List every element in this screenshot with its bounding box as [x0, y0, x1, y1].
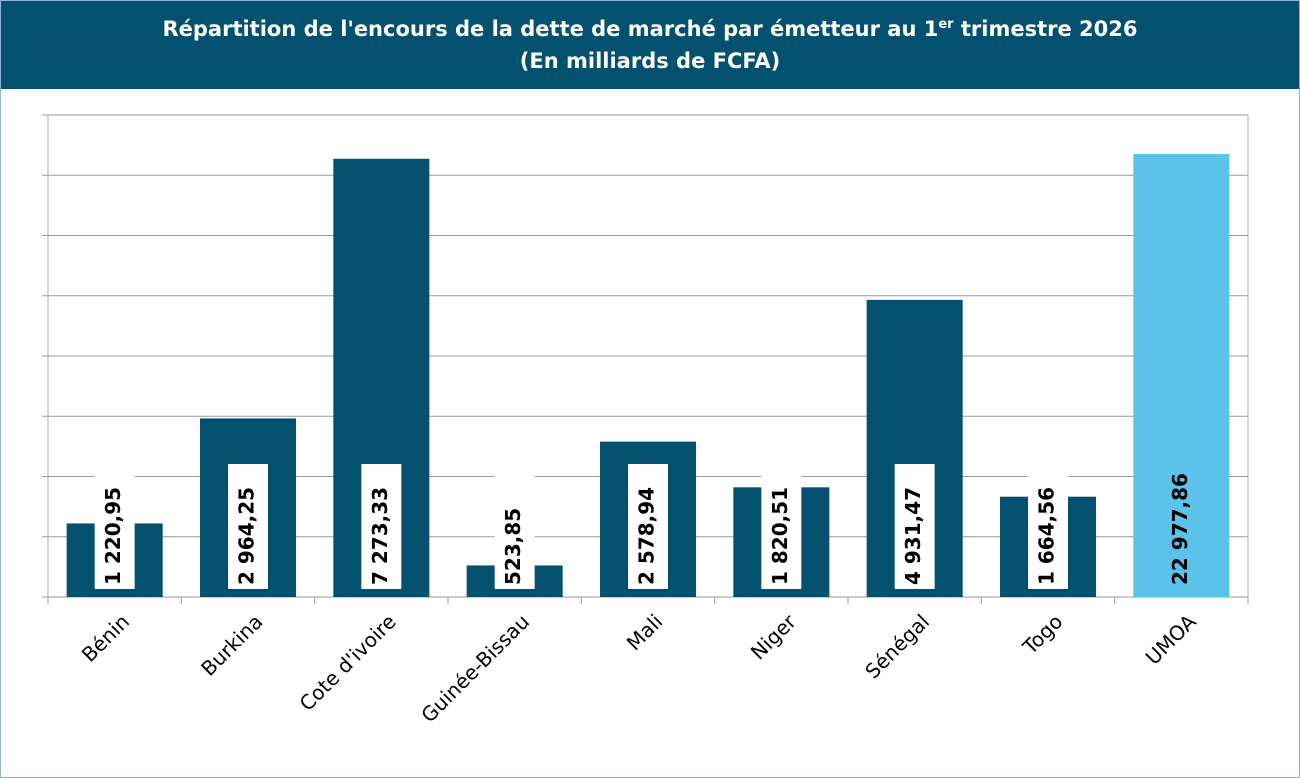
value-label: 22 977,86 [1168, 473, 1192, 585]
value-label: 7 273,33 [368, 487, 392, 585]
value-label: 1 820,51 [768, 487, 792, 585]
value-label-box [494, 464, 535, 589]
value-label-box [1028, 464, 1068, 589]
value-label-box [894, 464, 935, 589]
value-label-box [761, 464, 802, 589]
value-label: 523,85 [501, 508, 525, 585]
value-label-box [94, 464, 135, 589]
title-part: Répartition de l'encours de la dette de … [162, 17, 939, 41]
x-tick-label: Bénin [77, 609, 134, 666]
x-tick-label: UMOA [1141, 609, 1201, 669]
value-label: 1 664,56 [1035, 487, 1059, 585]
x-tick-label: Togo [1017, 609, 1067, 659]
bar [1133, 153, 1230, 597]
x-tick-label: Niger [746, 609, 802, 665]
title-part: trimestre 2026 [953, 17, 1138, 41]
value-label: 2 964,25 [235, 487, 259, 585]
x-tick-label: Burkina [196, 609, 267, 680]
value-label-box [628, 464, 668, 589]
chart-title: Répartition de l'encours de la dette de … [1, 13, 1299, 45]
value-label-box [228, 464, 268, 589]
value-label: 4 931,47 [901, 487, 925, 585]
value-label: 1 220,95 [101, 487, 125, 585]
x-tick-label: Mali [622, 609, 668, 655]
x-tick-label: Guinée-Bissau [416, 609, 534, 727]
chart-header: Répartition de l'encours de la dette de … [1, 1, 1299, 89]
title-superscript: er [938, 17, 954, 32]
x-tick-label: Cote d'ivoire [295, 609, 401, 715]
chart-subtitle: (En milliards de FCFA) [519, 49, 781, 73]
x-tick-label: Sénégal [860, 609, 934, 683]
value-label-box [361, 464, 402, 589]
value-label: 2 578,94 [635, 487, 659, 585]
